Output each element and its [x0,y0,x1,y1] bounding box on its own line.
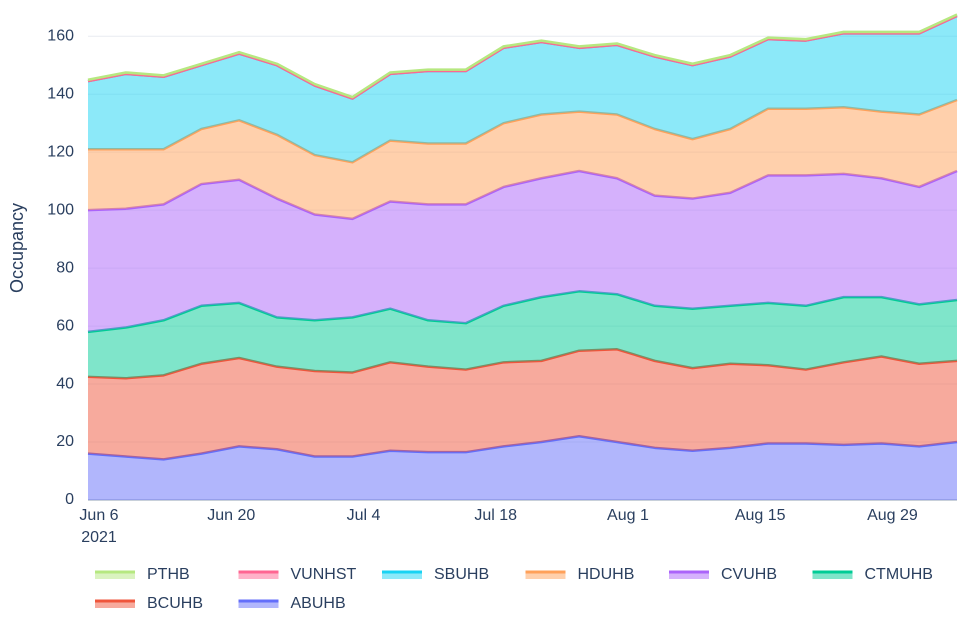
legend-swatch [525,572,566,579]
legend-item: VUNHST [238,566,357,583]
legend-label: PTHB [147,566,190,583]
y-tick-label: 80 [56,259,74,276]
legend-swatch [95,601,135,608]
legend-label: CTMUHB [865,566,933,583]
legend-swatch [669,572,709,579]
legend-item: SBUHB [382,566,489,583]
legend-label: HDUHB [578,566,635,583]
x-tick-label: Aug 1 [607,507,649,524]
area-fill [88,436,957,500]
legend-item: CVUHB [669,566,777,583]
legend-item: ABUHB [238,595,346,612]
y-tick-label: 40 [56,375,74,392]
legend-item: PTHB [95,566,190,583]
area-fill [88,291,957,379]
x-year-label: 2021 [81,529,117,546]
y-tick-label: 120 [47,143,74,160]
y-tick-label: 0 [65,491,74,508]
legend-item: CTMUHB [812,566,933,583]
y-tick-label: 100 [47,201,74,218]
legend-label: CVUHB [721,566,777,583]
area-fill [88,349,957,460]
legend-swatch [382,572,422,579]
x-tick-label: Jun 6 [79,507,118,524]
x-tick-label: Jul 4 [347,507,381,524]
y-tick-label: 140 [47,85,74,102]
x-tick-label: Jul 18 [474,507,517,524]
y-tick-label: 60 [56,317,74,334]
y-tick-label: 160 [47,27,74,44]
legend-label: ABUHB [291,595,346,612]
x-tick-label: Aug 15 [735,507,786,524]
series-line [87,13,958,99]
legend-swatch [238,572,279,579]
legend-swatch [238,601,279,608]
y-tick-label: 20 [56,433,74,450]
legend-item: HDUHB [525,566,635,583]
legend-label: BCUHB [147,595,203,612]
legend-item: BCUHB [95,595,203,612]
y-axis-label: Occupancy [7,203,27,293]
x-tick-label: Aug 29 [867,507,918,524]
legend-swatch [95,572,135,579]
legend-label: SBUHB [434,566,489,583]
legend-label: VUNHST [291,566,357,583]
x-tick-label: Jun 20 [207,507,255,524]
legend-swatch [812,572,853,579]
area-fill [88,100,957,219]
